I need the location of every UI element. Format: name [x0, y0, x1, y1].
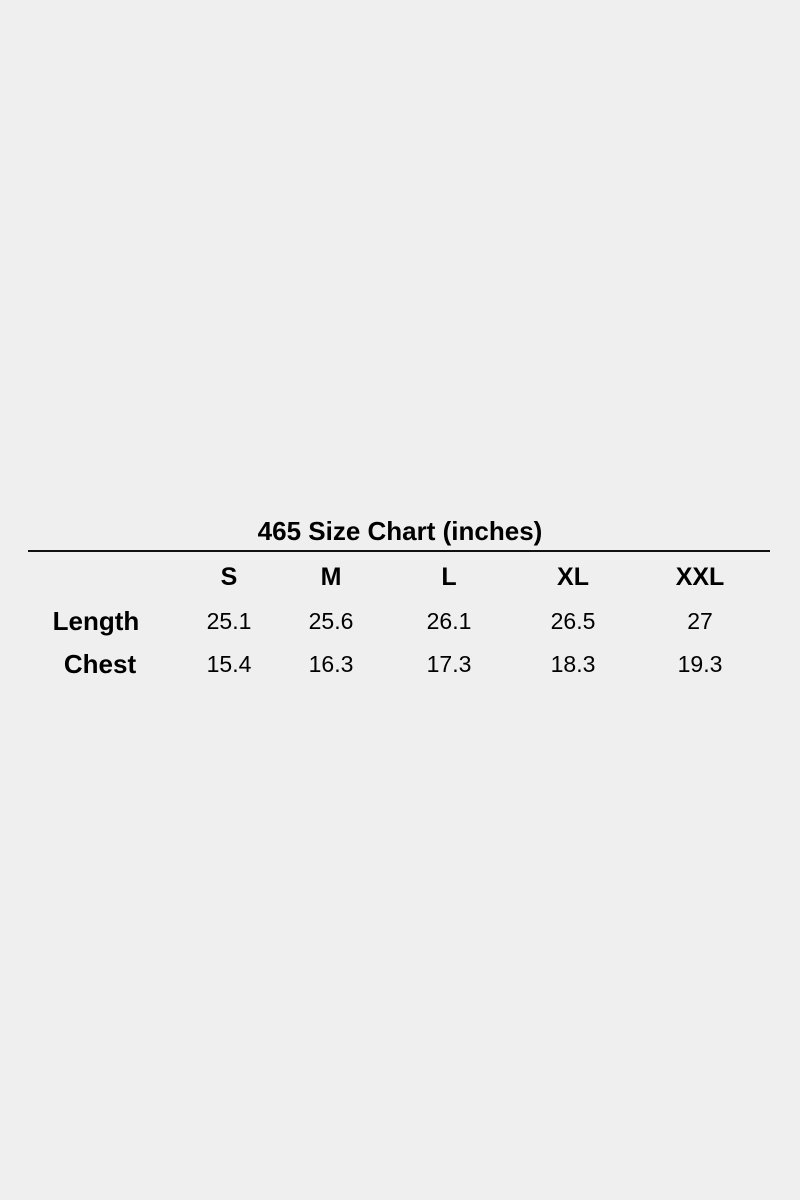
size-header-xl: XL: [557, 563, 589, 591]
size-header-l: L: [441, 563, 457, 591]
header-divider: [28, 550, 770, 552]
size-header-xxl: XXL: [675, 563, 725, 591]
size-chart-title: 465 Size Chart (inches): [257, 516, 543, 546]
size-header-m: M: [320, 563, 342, 591]
length-l: 26.1: [426, 608, 472, 634]
row-label-length: Length: [52, 606, 140, 636]
size-header-s: S: [220, 563, 238, 591]
length-xl: 26.5: [550, 608, 596, 634]
chest-l: 17.3: [426, 651, 472, 677]
chest-s: 15.4: [206, 651, 252, 677]
length-s: 25.1: [206, 608, 252, 634]
chest-xl: 18.3: [550, 651, 596, 677]
row-label-chest: Chest: [63, 649, 137, 679]
chest-xxl: 19.3: [677, 651, 723, 677]
length-m: 25.6: [308, 608, 354, 634]
chest-m: 16.3: [308, 651, 354, 677]
length-xxl: 27: [687, 608, 713, 634]
